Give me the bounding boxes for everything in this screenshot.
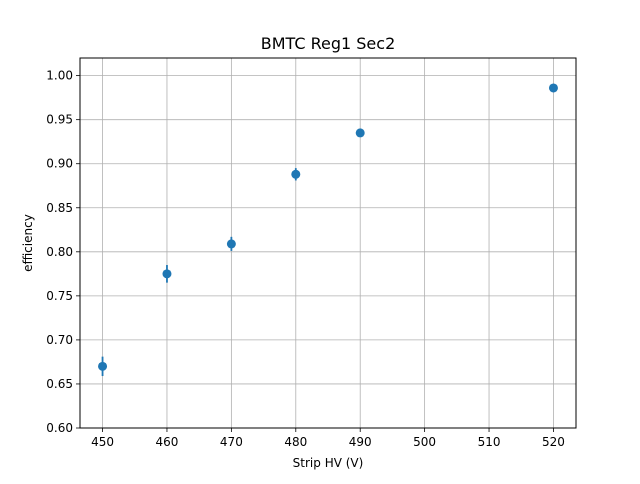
x-tick-label: 470 [220,435,243,449]
y-tick-label: 0.90 [46,157,73,171]
data-point [162,269,172,279]
data-point [226,239,236,249]
y-tick-label: 0.65 [46,377,73,391]
y-axis-ticks: 0.60 0.65 0.70 0.75 0.80 0.85 0.90 0.95 1.00 [46,69,80,435]
y-tick-label: 0.85 [46,201,73,215]
data-points [98,83,558,371]
grid [80,58,576,429]
data-point [355,128,365,138]
data-point [291,169,301,179]
data-point [98,361,108,371]
y-tick-label: 0.75 [46,289,73,303]
y-tick-label: 0.80 [46,245,73,259]
y-axis-label: efficiency [21,214,35,272]
y-tick-label: 0.70 [46,333,73,347]
x-axis-label: Strip HV (V) [293,456,364,470]
x-tick-label: 490 [349,435,372,449]
chart-title: BMTC Reg1 Sec2 [261,34,396,53]
axes-frame [79,57,577,429]
x-tick-label: 480 [284,435,307,449]
x-tick-label: 520 [542,435,565,449]
x-tick-label: 500 [413,435,436,449]
y-tick-label: 0.60 [46,421,73,435]
y-tick-label: 0.95 [46,113,73,127]
x-tick-label: 450 [91,435,114,449]
x-tick-label: 460 [156,435,179,449]
x-axis-ticks: 450 460 470 480 490 500 510 520 [91,428,565,449]
data-point [548,83,558,93]
y-tick-label: 1.00 [46,69,73,83]
x-tick-label: 510 [478,435,501,449]
